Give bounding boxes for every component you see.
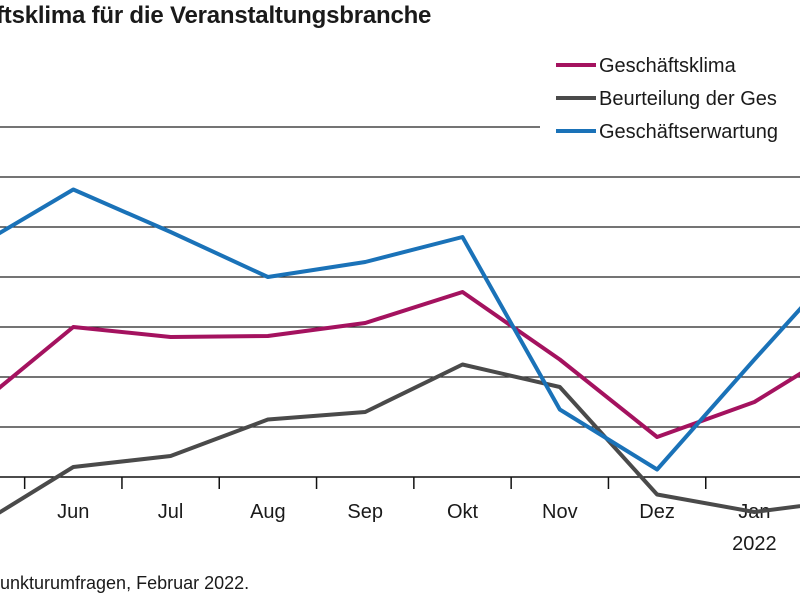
x-tick-label: Jun — [57, 501, 89, 523]
series-line-1 — [0, 362, 800, 515]
x-tick-label: Dez — [639, 501, 675, 523]
source-note: junkturumfragen, Februar 2022. — [0, 573, 250, 593]
x-tick-label: Okt — [447, 501, 479, 523]
x-tick-label: Sep — [347, 501, 383, 523]
x-tick-label: Jul — [158, 501, 184, 523]
gridlines — [0, 126, 800, 428]
legend: Geschäftsklima Beurteilung der Ges Geschäf… — [556, 55, 778, 143]
series-lines — [0, 187, 800, 515]
legend-label-1: Beurteilung der Ges — [599, 88, 777, 110]
x-tick-label: Nov — [542, 501, 578, 523]
series-line-0 — [0, 290, 800, 439]
legend-label-2: Geschäftserwartung — [599, 121, 778, 143]
chart-title: ftsklima für die Veranstaltungsbranche — [0, 2, 432, 29]
x-tick-label: Aug — [250, 501, 286, 523]
series-line-2 — [0, 187, 800, 472]
legend-label-0: Geschäftsklima — [599, 55, 737, 77]
year-label: 2022 — [732, 533, 777, 555]
